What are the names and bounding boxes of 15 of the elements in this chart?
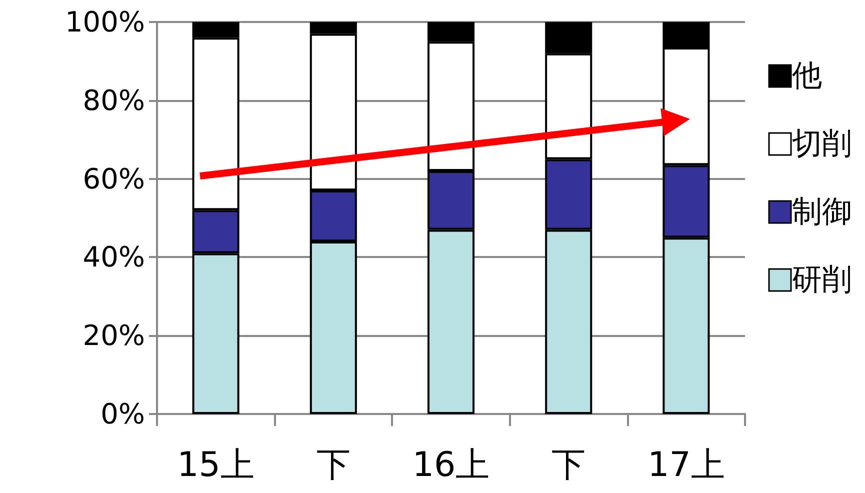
- y-tick-label: 20%: [82, 319, 145, 352]
- legend-label: 切削: [792, 126, 852, 162]
- legend-label: 制御: [792, 194, 852, 230]
- x-tick-label: 下: [316, 445, 350, 485]
- x-tick-label: 16上: [412, 445, 490, 485]
- y-tick-label: 0%: [100, 398, 145, 430]
- legend-label: 他: [792, 58, 822, 94]
- y-tick-label: 40%: [82, 240, 145, 274]
- y-tick-label: 80%: [82, 84, 145, 117]
- legend-label: 研削: [792, 262, 852, 298]
- x-tick-label: 下: [552, 445, 586, 485]
- y-tick-label: 60%: [82, 162, 145, 196]
- x-tick-label: 15上: [177, 445, 254, 485]
- y-tick-label: 100%: [64, 6, 145, 38]
- x-tick-label: 17上: [648, 445, 725, 485]
